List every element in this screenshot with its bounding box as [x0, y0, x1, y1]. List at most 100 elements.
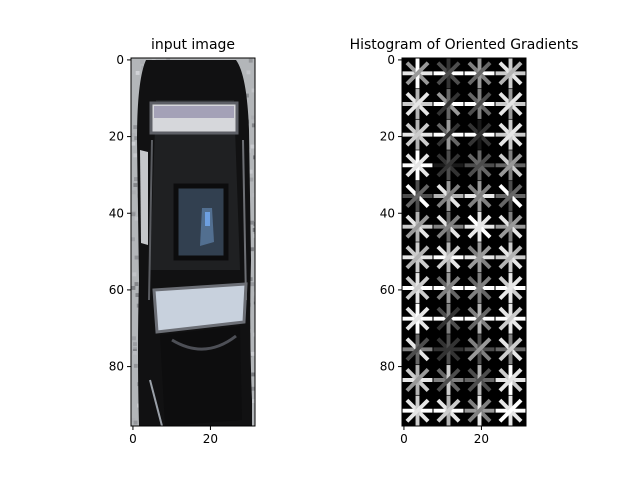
hog-orientation-bar — [498, 92, 523, 116]
input-image-frame — [130, 57, 256, 427]
input-image — [131, 58, 255, 426]
hog-orientation-bar — [467, 245, 492, 270]
side-trim-left — [148, 139, 153, 301]
hog-image — [402, 58, 526, 426]
hog-cell — [402, 334, 433, 365]
sunroof — [173, 183, 229, 261]
hog-orientation-bar — [498, 368, 523, 392]
texture-pixel — [133, 363, 138, 368]
texture-pixel — [131, 237, 135, 242]
hog-cell — [464, 150, 495, 181]
hog-cell — [433, 395, 464, 426]
texture-pixel — [252, 193, 255, 197]
hog-cell — [433, 211, 464, 242]
trunk-highlight — [171, 334, 237, 351]
hog-orientation-bar — [405, 122, 430, 147]
texture-pixel — [131, 133, 136, 137]
hog-orientation-bar — [467, 306, 492, 331]
texture-pixel — [248, 169, 253, 174]
hog-orientation-bar — [405, 276, 430, 300]
hog-cell — [402, 150, 433, 181]
hog-cell — [495, 119, 526, 150]
texture-pixel — [131, 212, 136, 217]
hog-cell — [495, 181, 526, 211]
texture-pixel — [141, 65, 145, 70]
texture-pixel — [253, 332, 255, 337]
hog-orientation-bar — [405, 245, 430, 270]
car-trunk — [160, 326, 242, 426]
sunroof-reflection — [200, 208, 214, 246]
hog-panel: Histogram of Oriented Gradients 0 20 0 20 40… — [350, 37, 579, 446]
texture-pixel — [131, 418, 136, 422]
hog-cell — [433, 273, 464, 303]
y-tick-label: 60 — [380, 283, 395, 297]
hog-cell — [495, 334, 526, 365]
hog-cell — [402, 211, 433, 242]
texture-pixel — [250, 220, 254, 225]
texture-pixel — [251, 115, 255, 120]
hog-cell — [495, 273, 526, 303]
x-tick-label: 0 — [129, 432, 137, 446]
texture-pixel — [131, 286, 136, 290]
texture-pixel — [133, 183, 138, 187]
hog-cell — [464, 303, 495, 334]
hog-cell — [433, 365, 464, 395]
hog-orientation-bar — [436, 153, 461, 178]
texture-pixel — [132, 272, 137, 277]
hog-orientation-bar — [436, 276, 461, 300]
hog-orientation-bar — [436, 306, 461, 331]
hog-orientation-bar — [436, 337, 461, 362]
hog-cell — [464, 365, 495, 395]
hog-cell — [402, 242, 433, 273]
hog-orientation-bar — [436, 245, 461, 270]
texture-pixel — [133, 347, 137, 352]
y-tick-label: 0 — [116, 53, 124, 67]
hog-cells — [402, 58, 526, 426]
hog-orientation-bar — [405, 61, 430, 86]
texture-pixel — [134, 255, 139, 260]
hog-cell — [433, 242, 464, 273]
hog-title: Histogram of Oriented Gradients — [350, 37, 579, 53]
hog-orientation-bar — [467, 337, 492, 362]
hog-ticks: 0 20 0 20 40 60 80 — [380, 53, 489, 446]
rear-edge-highlight — [149, 379, 163, 426]
input-image-ticks: 0 20 0 20 40 60 80 — [109, 53, 218, 446]
side-trim-right — [242, 139, 247, 301]
texture-pixel — [140, 59, 145, 64]
texture-pixel — [250, 247, 254, 252]
hog-cell — [464, 181, 495, 211]
hog-orientation-bar — [436, 214, 461, 239]
hog-frame — [401, 57, 527, 427]
hog-background — [402, 58, 526, 426]
texture-pixel — [248, 58, 253, 63]
hog-cell — [402, 273, 433, 303]
hog-cell — [495, 211, 526, 242]
texture-pixel — [133, 420, 138, 425]
hog-cell — [433, 119, 464, 150]
hog-orientation-bar — [436, 61, 461, 86]
hog-orientation-bar — [405, 92, 430, 116]
y-tick-label: 80 — [109, 360, 124, 374]
hog-orientation-bar — [467, 122, 492, 147]
texture-pixel — [134, 216, 139, 221]
texture-pixel — [132, 336, 136, 341]
hog-orientation-bar — [405, 368, 430, 392]
texture-pixel — [133, 342, 137, 347]
texture-pixel — [248, 277, 253, 282]
texture-pixel — [253, 297, 255, 302]
texture-pixel — [166, 58, 171, 62]
texture-pixel — [249, 177, 254, 182]
texture-pixel — [131, 190, 136, 195]
hog-cell — [402, 181, 433, 211]
hog-orientation-bar — [498, 122, 523, 147]
hog-orientation-bar — [405, 153, 430, 178]
texture-pixel — [250, 282, 255, 287]
input-image-title: input image — [151, 37, 235, 53]
texture-pixel — [251, 399, 255, 403]
hog-cell — [402, 119, 433, 150]
texture-pixel — [251, 123, 255, 128]
texture-pixel — [251, 372, 255, 377]
texture-pixel — [251, 386, 255, 391]
hog-orientation-bar — [467, 61, 492, 86]
hog-cell — [402, 58, 433, 89]
